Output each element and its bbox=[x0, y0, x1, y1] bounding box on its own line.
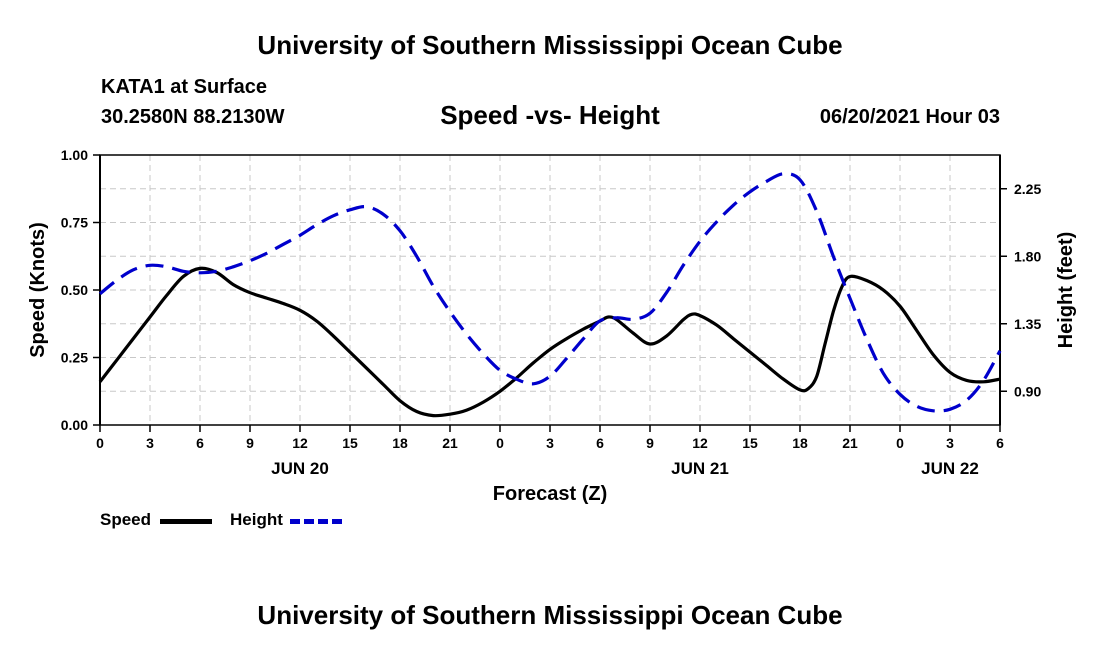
legend-height-swatch bbox=[290, 519, 342, 524]
x-tick-label: 15 bbox=[742, 435, 758, 451]
x-tick-label: 3 bbox=[946, 435, 954, 451]
height-series-line bbox=[98, 172, 1002, 413]
y-tick-label: 0.75 bbox=[61, 215, 88, 231]
y2-tick-label: 2.25 bbox=[1014, 181, 1041, 197]
chart-title: Speed -vs- Height bbox=[440, 100, 660, 130]
footer-title: University of Southern Mississippi Ocean… bbox=[257, 600, 843, 630]
date-label: JUN 22 bbox=[921, 459, 979, 478]
x-tick-label: 18 bbox=[392, 435, 408, 451]
speed-height-chart: 0 3 6 9 12 15 18 21 0 3 6 9 12 15 18 21 0 3 6 JUN 20 JUN 21 J… bbox=[27, 147, 1077, 505]
x-tick-label: 0 bbox=[96, 435, 104, 451]
x-tick-label: 15 bbox=[342, 435, 358, 451]
y-tick-label: 1.00 bbox=[61, 147, 88, 163]
grid bbox=[100, 155, 1000, 425]
page-title: University of Southern Mississippi Ocean… bbox=[257, 30, 843, 60]
x-axis-label: Forecast (Z) bbox=[493, 483, 607, 505]
x-tick-label: 3 bbox=[546, 435, 554, 451]
x-tick-label: 0 bbox=[896, 435, 904, 451]
x-tick-label: 18 bbox=[792, 435, 808, 451]
y2-axis-label: Height (feet) bbox=[1055, 232, 1077, 349]
y2-tick-label: 1.80 bbox=[1014, 248, 1041, 264]
x-tick-label: 9 bbox=[246, 435, 254, 451]
date-label: JUN 20 bbox=[271, 459, 329, 478]
x-tick-label: 6 bbox=[596, 435, 604, 451]
y-tick-label: 0.00 bbox=[61, 417, 88, 433]
legend-height-label: Height bbox=[230, 510, 283, 529]
y-tick-label: 0.50 bbox=[61, 282, 88, 298]
x-tick-label: 6 bbox=[196, 435, 204, 451]
x-tick-label: 6 bbox=[996, 435, 1004, 451]
x-tick-label: 21 bbox=[842, 435, 858, 451]
y2-tick-label: 0.90 bbox=[1014, 383, 1041, 399]
ticks: 0 3 6 9 12 15 18 21 0 3 6 9 12 15 18 21 0 3 6 JUN 20 JUN 21 J… bbox=[61, 147, 1042, 478]
station-coordinates: 30.2580N 88.2130W bbox=[101, 106, 285, 128]
legend-speed-swatch bbox=[160, 519, 212, 524]
x-tick-label: 3 bbox=[146, 435, 154, 451]
speed-series-line bbox=[98, 266, 1001, 418]
date-label: JUN 21 bbox=[671, 459, 729, 478]
forecast-date: 06/20/2021 Hour 03 bbox=[819, 106, 1000, 128]
x-tick-label: 21 bbox=[442, 435, 458, 451]
series bbox=[98, 172, 1002, 418]
y2-tick-label: 1.35 bbox=[1014, 316, 1041, 332]
legend-speed-label: Speed bbox=[100, 510, 152, 529]
x-tick-label: 9 bbox=[646, 435, 654, 451]
station-name: KATA1 at Surface bbox=[101, 76, 267, 98]
x-tick-label: 0 bbox=[496, 435, 504, 451]
x-tick-label: 12 bbox=[692, 435, 708, 451]
x-tick-label: 12 bbox=[292, 435, 308, 451]
y-axis-label: Speed (Knots) bbox=[27, 222, 49, 358]
y-tick-label: 0.25 bbox=[61, 350, 88, 366]
